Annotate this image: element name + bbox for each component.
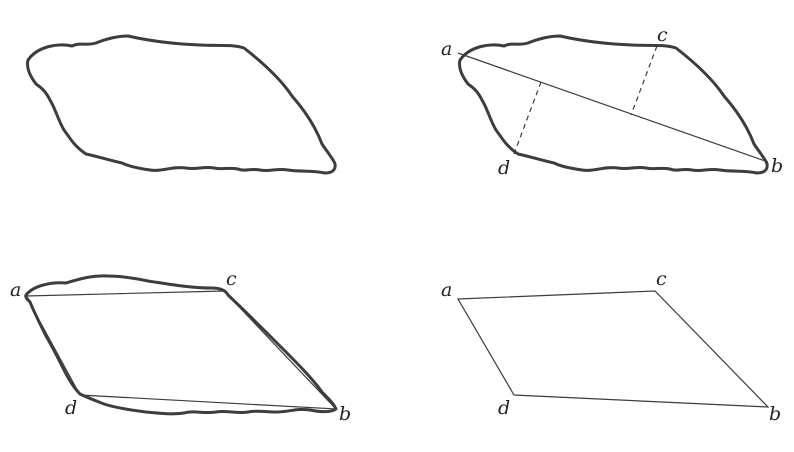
inscribed-quadrilateral [25, 290, 338, 410]
panel-bottom-left: a c d b [10, 268, 351, 425]
panel-top-right: a c d b [441, 24, 783, 179]
label-b: b [769, 403, 781, 425]
quadrilateral [456, 290, 770, 408]
label-c: c [656, 268, 667, 290]
label-b: b [339, 403, 351, 425]
label-b: b [771, 155, 783, 177]
irregular-shape-outline [26, 34, 337, 175]
label-c: c [657, 24, 668, 46]
irregular-shape-outline [24, 274, 338, 416]
perpendicular-c [630, 45, 658, 116]
diagonal-ab [457, 52, 769, 163]
irregular-shape-outline [457, 34, 769, 175]
label-a: a [441, 38, 452, 60]
panel-top-left [26, 34, 337, 175]
label-d: d [498, 157, 510, 179]
label-d: d [498, 397, 510, 419]
label-c: c [226, 268, 237, 290]
panel-bottom-right: a c d b [441, 268, 781, 425]
label-a: a [441, 279, 452, 301]
label-a: a [10, 279, 21, 301]
label-d: d [65, 397, 77, 419]
perpendicular-d [513, 81, 542, 155]
